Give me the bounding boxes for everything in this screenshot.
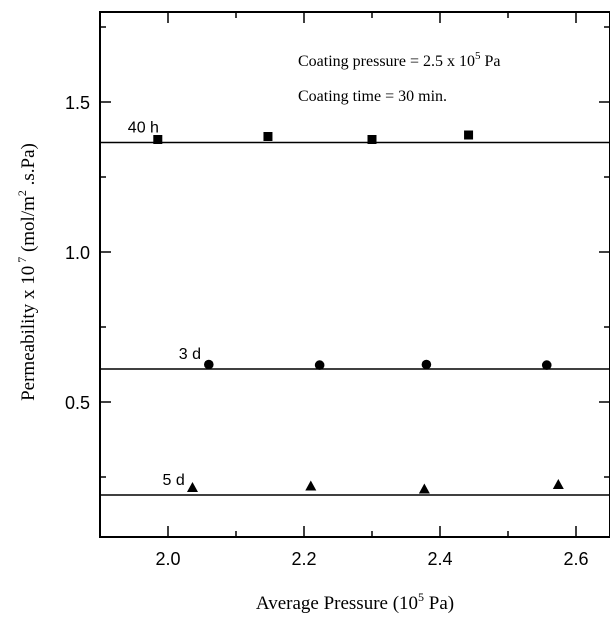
series-label-square: 40 h bbox=[128, 120, 159, 137]
marker-circle-1 bbox=[314, 360, 325, 370]
marker-triangle-2 bbox=[418, 483, 430, 494]
marker-triangle-1 bbox=[305, 480, 317, 491]
annotation-coating-time: Coating time = 30 min. bbox=[298, 88, 447, 105]
y-tick-label-0: 0.5 bbox=[65, 393, 90, 413]
marker-square-0 bbox=[153, 135, 163, 144]
x-tick-label-0: 2.0 bbox=[155, 549, 180, 569]
y-axis-title: Permeability x 10 7 (mol/m2 .s.Pa) bbox=[15, 143, 39, 401]
marker-triangle-3 bbox=[552, 479, 564, 489]
x-tick-label-1: 2.2 bbox=[291, 549, 316, 569]
y-tick-label-2: 1.5 bbox=[65, 93, 90, 113]
y-tick-label-1: 1.0 bbox=[65, 243, 90, 263]
series-label-triangle: 5 d bbox=[162, 472, 184, 489]
series-label-circle: 3 d bbox=[179, 346, 201, 363]
marker-square-3 bbox=[464, 130, 474, 140]
marker-triangle-0 bbox=[186, 482, 198, 492]
marker-square-2 bbox=[367, 135, 377, 144]
marker-circle-0 bbox=[204, 359, 214, 370]
x-tick-label-2: 2.4 bbox=[427, 549, 452, 569]
x-axis-title: Average Pressure (105 Pa) bbox=[256, 590, 454, 614]
annotation-coating-pressure: Coating pressure = 2.5 x 105 Pa bbox=[298, 50, 501, 70]
plot-area-frame bbox=[99, 11, 610, 538]
x-tick-label-3: 2.6 bbox=[563, 549, 588, 569]
marker-circle-3 bbox=[541, 360, 552, 370]
marker-square-1 bbox=[263, 132, 273, 141]
marker-circle-2 bbox=[421, 359, 432, 370]
